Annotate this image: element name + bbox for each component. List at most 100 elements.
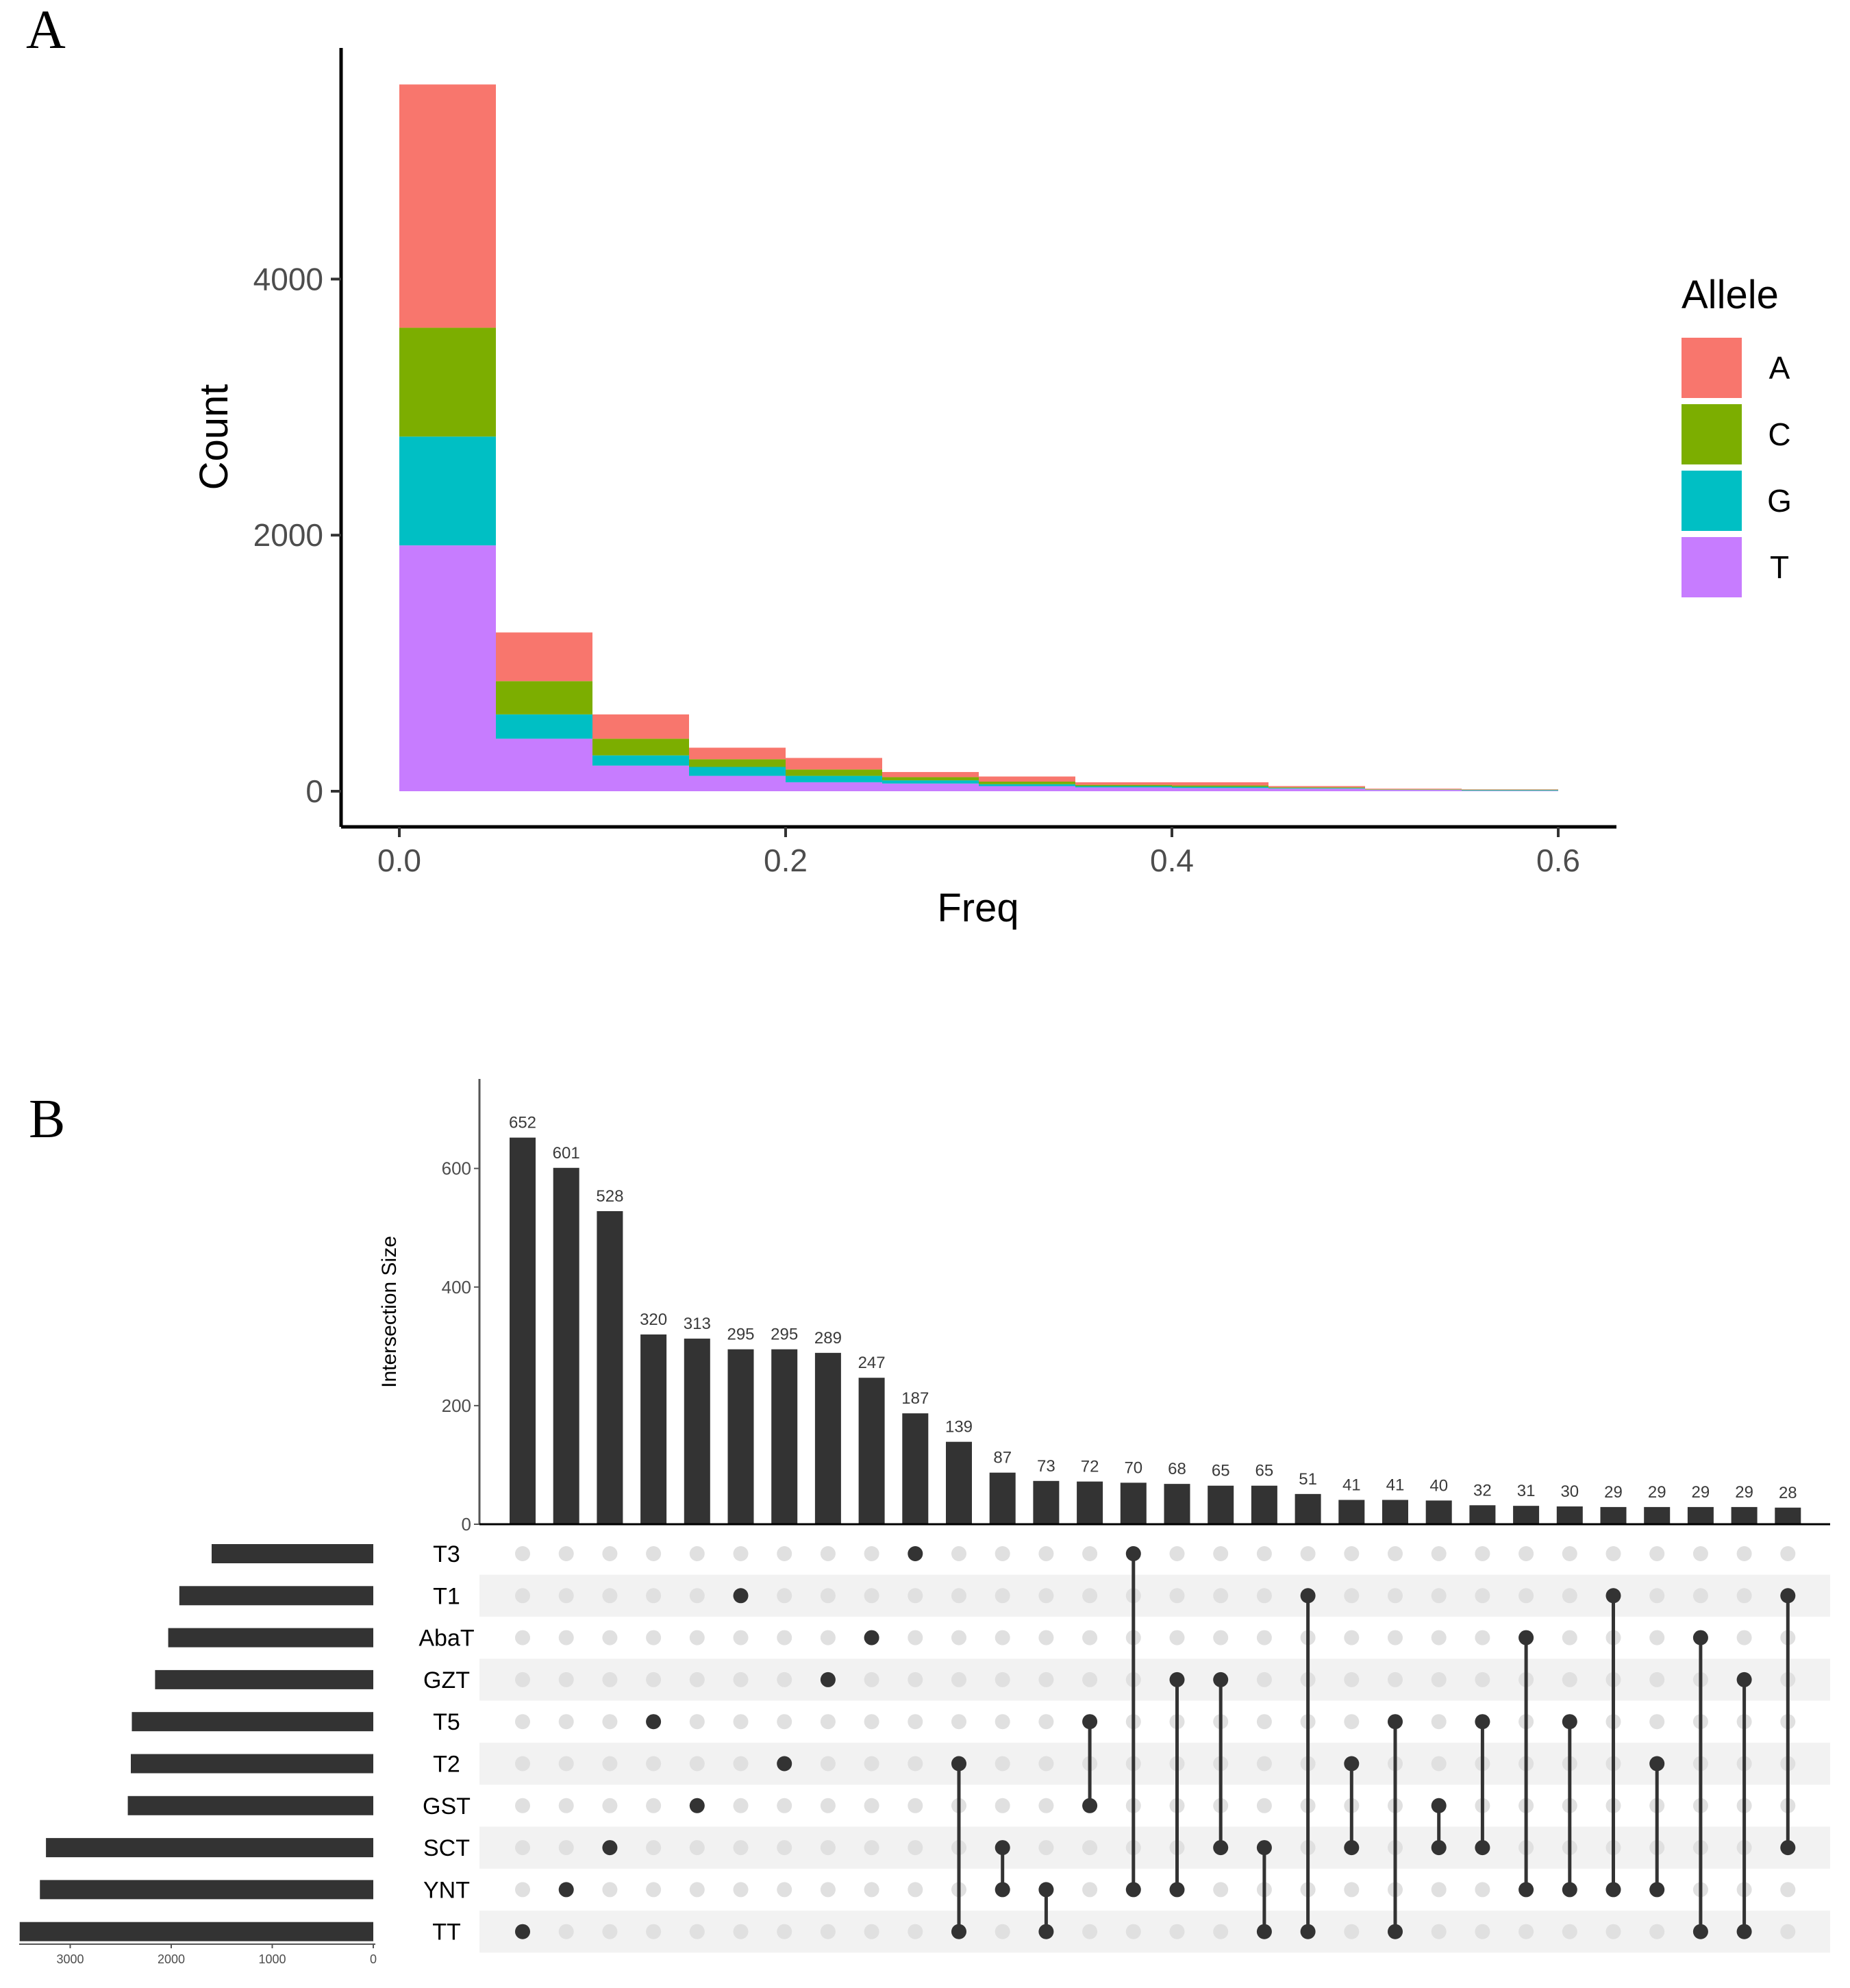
matrix-dot-filled xyxy=(1125,1546,1141,1561)
bar-A-bin-11 xyxy=(1462,789,1558,790)
matrix-dot-empty xyxy=(1344,1546,1360,1561)
matrix-dot-empty xyxy=(1562,1546,1577,1561)
intersection-bar-label: 313 xyxy=(684,1315,711,1333)
matrix-dot-empty xyxy=(951,1588,966,1604)
matrix-dot-empty xyxy=(646,1882,662,1898)
bar-A-bin-9 xyxy=(1268,786,1365,788)
intersection-bar xyxy=(1164,1484,1190,1524)
legend-key-C xyxy=(1682,404,1742,464)
matrix-dot-empty xyxy=(1562,1588,1577,1604)
bar-A-bin-8 xyxy=(1172,782,1268,786)
matrix-dot-empty xyxy=(1388,1546,1403,1561)
matrix-dot-empty xyxy=(1038,1588,1054,1604)
set-size-bar-YNT xyxy=(40,1880,373,1900)
matrix-dot-empty xyxy=(646,1840,662,1856)
matrix-dot-empty xyxy=(777,1546,792,1561)
matrix-dot-empty xyxy=(646,1756,662,1772)
matrix-dot-empty xyxy=(1344,1672,1360,1687)
matrix-dot-empty xyxy=(558,1714,574,1730)
set-size-tick-label: 2000 xyxy=(158,1952,185,1966)
matrix-dot-empty xyxy=(515,1882,530,1898)
matrix-dot-empty xyxy=(602,1924,618,1939)
intersection-bar xyxy=(771,1349,798,1524)
bar-A-bin-5 xyxy=(882,771,979,778)
matrix-dot-empty xyxy=(733,1882,749,1898)
matrix-dot-empty xyxy=(777,1924,792,1939)
matrix-dot-empty xyxy=(1082,1924,1098,1939)
legend-key-A xyxy=(1682,338,1742,398)
matrix-dot-empty xyxy=(515,1546,530,1561)
bar-C-bin-7 xyxy=(1075,784,1172,786)
matrix-dot-empty xyxy=(1082,1630,1098,1645)
matrix-dot-empty xyxy=(558,1840,574,1856)
set-size-tick-label: 3000 xyxy=(56,1952,84,1966)
matrix-dot-empty xyxy=(1082,1546,1098,1561)
matrix-dot-empty xyxy=(1431,1546,1447,1561)
matrix-dot-empty xyxy=(1082,1840,1098,1856)
matrix-dot-empty xyxy=(1169,1546,1185,1561)
matrix-dot-empty xyxy=(1038,1756,1054,1772)
set-size-bar-T1 xyxy=(179,1586,373,1606)
matrix-dot-empty xyxy=(558,1756,574,1772)
matrix-dot-empty xyxy=(1038,1630,1054,1645)
matrix-dot-empty xyxy=(733,1672,749,1687)
matrix-dot-empty xyxy=(1692,1546,1708,1561)
matrix-dot-empty xyxy=(733,1756,749,1772)
matrix-dot-empty xyxy=(777,1714,792,1730)
intersection-bar xyxy=(1600,1506,1627,1524)
bar-G-bin-3 xyxy=(689,767,786,776)
set-size-bar-T5 xyxy=(132,1712,373,1732)
matrix-dot-empty xyxy=(1256,1546,1272,1561)
matrix-dot-empty xyxy=(995,1714,1010,1730)
matrix-dot-empty xyxy=(995,1672,1010,1687)
matrix-dot-empty xyxy=(1649,1924,1665,1939)
matrix-dot-filled xyxy=(1344,1756,1360,1772)
matrix-dot-empty xyxy=(820,1630,836,1645)
intersection-bar xyxy=(1208,1485,1234,1524)
matrix-dot-empty xyxy=(1213,1588,1229,1604)
matrix-dot-empty xyxy=(1692,1588,1708,1604)
matrix-dot-empty xyxy=(733,1840,749,1856)
histogram-bars xyxy=(399,84,1558,791)
intersection-bars: 652 601 528 320 313 295 295 289 247 187 139 87 73 72 7… xyxy=(509,1114,1801,1524)
matrix-dot-filled xyxy=(1256,1924,1272,1939)
matrix-dot-empty xyxy=(820,1840,836,1856)
matrix-dot-empty xyxy=(558,1924,574,1939)
matrix-dot-empty xyxy=(1431,1924,1447,1939)
matrix-dot-filled xyxy=(1649,1882,1665,1898)
bar-C-bin-3 xyxy=(689,759,786,767)
matrix-dot-empty xyxy=(777,1840,792,1856)
matrix-dot-empty xyxy=(1562,1630,1577,1645)
matrix-dot-empty xyxy=(1475,1672,1490,1687)
matrix-dot-empty xyxy=(646,1588,662,1604)
matrix-dot-empty xyxy=(602,1630,618,1645)
matrix-dot-empty xyxy=(1431,1588,1447,1604)
matrix-dot-empty xyxy=(951,1672,966,1687)
set-label-T5: T5 xyxy=(433,1709,460,1735)
matrix-dot-empty xyxy=(908,1882,923,1898)
matrix-dot-empty xyxy=(733,1546,749,1561)
matrix-dot-empty xyxy=(558,1546,574,1561)
matrix-dot-empty xyxy=(864,1924,879,1939)
set-size-bar-TT xyxy=(19,1922,373,1941)
matrix-dot-empty xyxy=(1256,1798,1272,1813)
panel-a-label: A xyxy=(26,0,66,60)
set-size-bar-GZT xyxy=(155,1669,373,1689)
matrix-dot-empty xyxy=(908,1672,923,1687)
matrix-dot-empty xyxy=(908,1630,923,1645)
matrix-dot-empty xyxy=(558,1798,574,1813)
row-stripe xyxy=(479,1658,1830,1701)
matrix-row-stripes xyxy=(479,1574,1830,1953)
matrix-dot-empty xyxy=(1256,1588,1272,1604)
bar-A-bin-2 xyxy=(592,714,689,739)
matrix-dot-empty xyxy=(646,1924,662,1939)
matrix-dot-filled xyxy=(1475,1714,1490,1730)
matrix-dot-filled xyxy=(515,1924,530,1939)
bar-G-bin-4 xyxy=(786,775,882,782)
matrix-dot-filled xyxy=(602,1840,618,1856)
matrix-dot-empty xyxy=(995,1756,1010,1772)
x-tick-label: 0.6 xyxy=(1536,843,1580,878)
intersection-bar xyxy=(1513,1506,1540,1524)
matrix-dot-empty xyxy=(1344,1588,1360,1604)
matrix-dot-empty xyxy=(558,1588,574,1604)
